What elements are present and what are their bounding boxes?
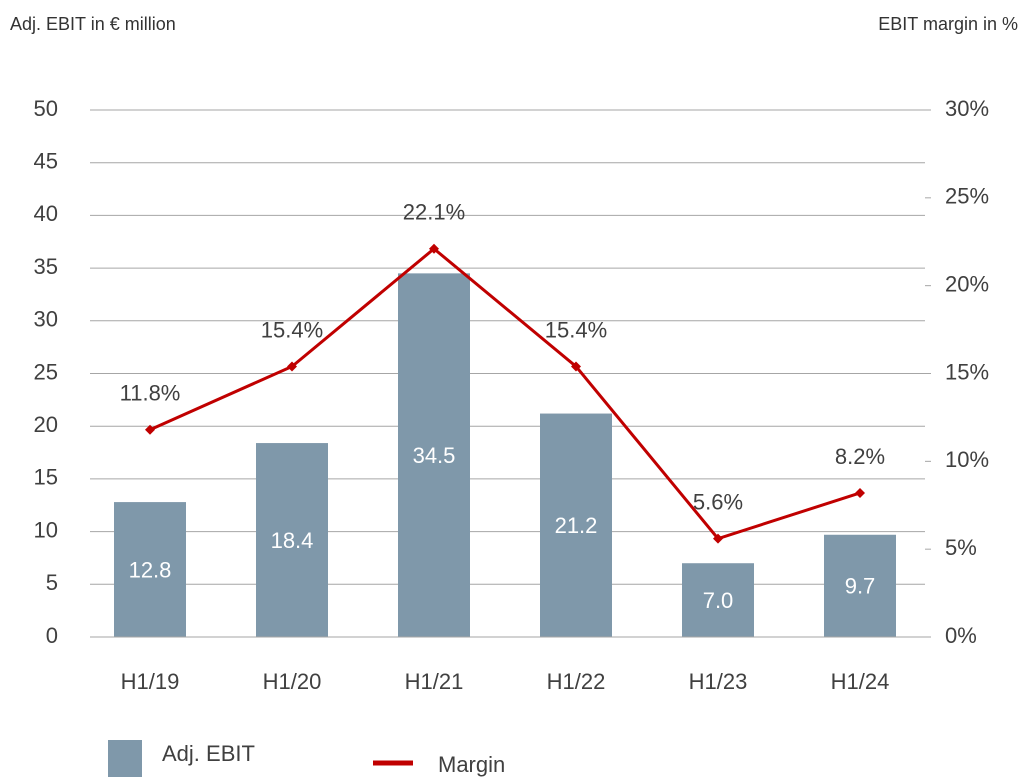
line (149, 246, 861, 541)
line-marker (287, 361, 297, 372)
line-marker (855, 487, 865, 498)
x-tick-label: H1/20 (263, 669, 322, 694)
bar (256, 443, 328, 637)
bar (540, 413, 612, 637)
line-value-label: 15.4% (261, 317, 323, 342)
y-tick-label: 50 (34, 96, 58, 121)
legend-swatch (108, 740, 142, 777)
y2-tick-label: 0% (945, 623, 977, 648)
x-tick-label: H1/24 (831, 669, 890, 694)
legend-label: Adj. EBIT (162, 741, 255, 766)
y2-tick-label: 25% (945, 184, 989, 209)
bar (682, 563, 754, 637)
bar-value-label: 7.0 (703, 588, 734, 613)
line-marker (429, 243, 439, 254)
y-tick-label: 5 (46, 570, 58, 595)
line-marker (145, 424, 155, 435)
bar-value-label: 12.8 (129, 557, 172, 582)
bar-value-label: 18.4 (271, 528, 314, 553)
bar (114, 502, 186, 637)
x-tick-label: H1/22 (547, 669, 606, 694)
y2-tick-label: 10% (945, 447, 989, 472)
y-tick-label: 20 (34, 412, 58, 437)
bar-value-label: 9.7 (845, 574, 876, 599)
y2-axis-title: EBIT margin in % (878, 14, 1018, 34)
x-tick-label: H1/23 (689, 669, 748, 694)
line-value-label: 11.8% (120, 381, 181, 406)
line-marker (571, 361, 581, 372)
line-value-label: 15.4% (545, 317, 607, 342)
line-value-label: 22.1% (403, 200, 465, 225)
y-tick-label: 0 (46, 623, 58, 648)
y-tick-label: 15 (34, 465, 58, 490)
line-value-label: 8.2% (835, 444, 885, 469)
y2-tick-label: 30% (945, 96, 989, 121)
y-tick-label: 10 (34, 517, 58, 542)
bar (824, 534, 896, 637)
legend-label: Margin (438, 752, 505, 777)
x-tick-label: H1/19 (121, 669, 180, 694)
y-tick-label: 40 (34, 201, 58, 226)
y-tick-label: 30 (34, 307, 58, 332)
y2-tick-label: 5% (945, 535, 977, 560)
bar-value-label: 34.5 (413, 443, 456, 468)
bar (398, 273, 470, 637)
line-marker (713, 533, 723, 544)
y-tick-label: 35 (34, 254, 58, 279)
y-tick-label: 45 (34, 149, 58, 174)
y2-tick-label: 20% (945, 271, 989, 296)
y-axis-title: Adj. EBIT in € million (10, 14, 176, 34)
line-value-label: 5.6% (693, 489, 743, 514)
bar-value-label: 21.2 (555, 513, 598, 538)
x-tick-label: H1/21 (405, 669, 464, 694)
y-tick-label: 25 (34, 359, 58, 384)
y2-tick-label: 15% (945, 359, 989, 384)
